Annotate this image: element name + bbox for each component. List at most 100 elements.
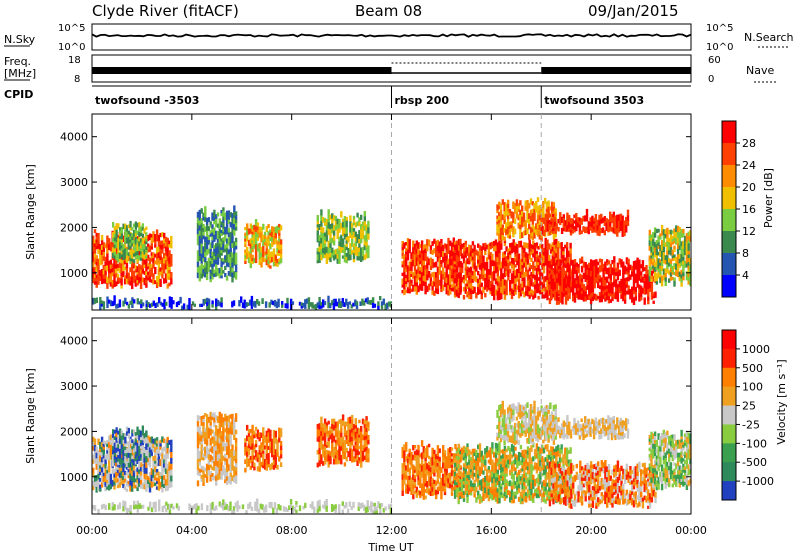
heatmap-cell (341, 246, 345, 251)
heatmap-cell (603, 216, 606, 222)
heatmap-cell (102, 251, 105, 257)
heatmap-cell (136, 479, 139, 484)
heatmap-cell (134, 469, 137, 473)
heatmap-cell (234, 264, 238, 269)
heatmap-cell (410, 273, 413, 277)
heatmap-cell (431, 241, 434, 246)
heatmap-cell (260, 257, 263, 263)
heatmap-cell (338, 227, 341, 233)
heatmap-cell (514, 275, 517, 279)
heatmap-cell (453, 260, 457, 265)
heatmap-cell (589, 264, 593, 271)
heatmap-cell (104, 481, 107, 487)
heatmap-cell (220, 272, 223, 276)
heatmap-cell (358, 217, 361, 222)
heatmap-cell (648, 276, 651, 282)
heatmap-cell (442, 456, 445, 463)
heatmap-cell (234, 437, 238, 443)
heatmap-cell (108, 471, 111, 479)
heatmap-cell (564, 276, 567, 281)
heatmap-cell (627, 276, 630, 282)
heatmap-cell (220, 249, 223, 253)
heatmap-cell (205, 261, 209, 268)
heatmap-cell (125, 254, 129, 262)
heatmap-cell (377, 305, 380, 310)
heatmap-cell (267, 435, 270, 440)
heatmap-cell (150, 449, 153, 456)
heatmap-cell (260, 442, 263, 448)
heatmap-cell (327, 457, 330, 461)
heatmap-cell (108, 435, 111, 443)
heatmap-cell (554, 233, 557, 238)
heatmap-cell (598, 285, 602, 290)
heatmap-cell (507, 266, 510, 270)
heatmap-cell (304, 303, 307, 309)
heatmap-cell (147, 243, 150, 247)
heatmap-cell (352, 434, 356, 441)
heatmap-cell (560, 227, 564, 234)
heatmap-cell (535, 250, 539, 255)
heatmap-cell (541, 294, 544, 299)
heatmap-cell (154, 446, 157, 450)
heatmap-cell (325, 441, 329, 446)
heatmap-cell (147, 271, 150, 275)
heatmap-cell (614, 291, 618, 296)
heatmap-cell (687, 231, 690, 236)
heatmap-cell (279, 462, 283, 467)
heatmap-cell (549, 244, 553, 250)
heatmap-cell (645, 265, 648, 271)
heatmap-cell (265, 259, 268, 266)
heatmap-cell (631, 291, 634, 298)
heatmap-cell (211, 473, 214, 477)
heatmap-cell (100, 234, 104, 241)
heatmap-cell (526, 285, 530, 292)
heatmap-cell (466, 274, 469, 278)
heatmap-cell (478, 264, 482, 270)
heatmap-cell (322, 423, 325, 428)
heatmap-cell (99, 478, 102, 482)
heatmap-cell (161, 269, 164, 275)
heatmap-cell (621, 215, 624, 222)
heatmap-cell (120, 278, 123, 283)
heatmap-cell (246, 424, 249, 431)
heatmap-cell (164, 450, 168, 457)
heatmap-cell (251, 242, 254, 247)
heatmap-cell (517, 278, 521, 286)
heatmap-cell (102, 246, 105, 252)
heatmap-cell (564, 274, 568, 278)
heatmap-cell (645, 289, 648, 295)
heatmap-cell (338, 456, 341, 461)
heatmap-cell (100, 300, 104, 304)
heatmap-cell (138, 460, 141, 467)
heatmap-cell (420, 259, 424, 266)
heatmap-cell (360, 252, 363, 258)
heatmap-cell (99, 458, 102, 462)
heatmap-cell (389, 301, 393, 308)
heatmap-cell (365, 419, 368, 425)
heatmap-cell (215, 247, 218, 252)
heatmap-cell (336, 218, 339, 225)
heatmap-cell (157, 246, 161, 253)
heatmap-cell (496, 209, 499, 214)
heatmap-cell (671, 277, 674, 281)
heatmap-cell (517, 266, 521, 274)
heatmap-cell (685, 254, 689, 260)
heatmap-cell (108, 260, 111, 267)
heatmap-cell (279, 225, 283, 231)
heatmap-cell (106, 443, 109, 447)
heatmap-cell (426, 274, 429, 281)
heatmap-cell (209, 454, 212, 459)
heatmap-cell (503, 262, 507, 266)
heatmap-cell (435, 277, 438, 283)
heatmap-cell (435, 467, 438, 473)
heatmap-cell (247, 451, 251, 456)
heatmap-cell (264, 301, 268, 308)
heatmap-cell (659, 276, 662, 281)
heatmap-cell (450, 258, 454, 263)
heatmap-cell (482, 243, 485, 250)
heatmap-cell (410, 282, 413, 287)
heatmap-cell (106, 264, 109, 272)
heatmap-cell (166, 256, 169, 262)
heatmap-cell (145, 283, 148, 288)
heatmap-cell (129, 251, 132, 255)
